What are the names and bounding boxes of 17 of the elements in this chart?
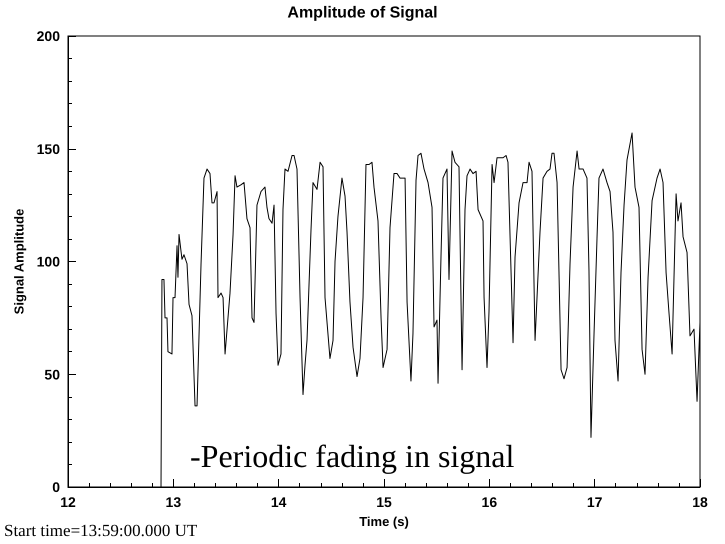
text: Start time=13:59:00.000 UT <box>4 521 198 540</box>
x-tick-label: 14 <box>270 494 287 510</box>
x-tick-label: 18 <box>692 494 708 510</box>
x-tick-label: 16 <box>482 494 498 510</box>
y-tick-label: 100 <box>36 254 60 270</box>
x-tick-label: 13 <box>166 494 182 510</box>
y-axis-title: Signal Amplitude <box>12 208 27 314</box>
chart-title: Amplitude of Signal <box>287 4 438 22</box>
x-tick-label: 17 <box>586 494 603 510</box>
x-tick-label: 12 <box>60 494 76 510</box>
y-tick-label: 0 <box>52 479 60 495</box>
y-tick-label: 50 <box>44 366 60 382</box>
y-tick-label: 150 <box>36 140 60 157</box>
annotation: -Periodic fading in signal <box>190 438 514 474</box>
y-tick-label: 200 <box>36 28 60 44</box>
x-tick-label: 15 <box>376 494 392 510</box>
x-axis-title: Time (s) <box>359 514 409 529</box>
